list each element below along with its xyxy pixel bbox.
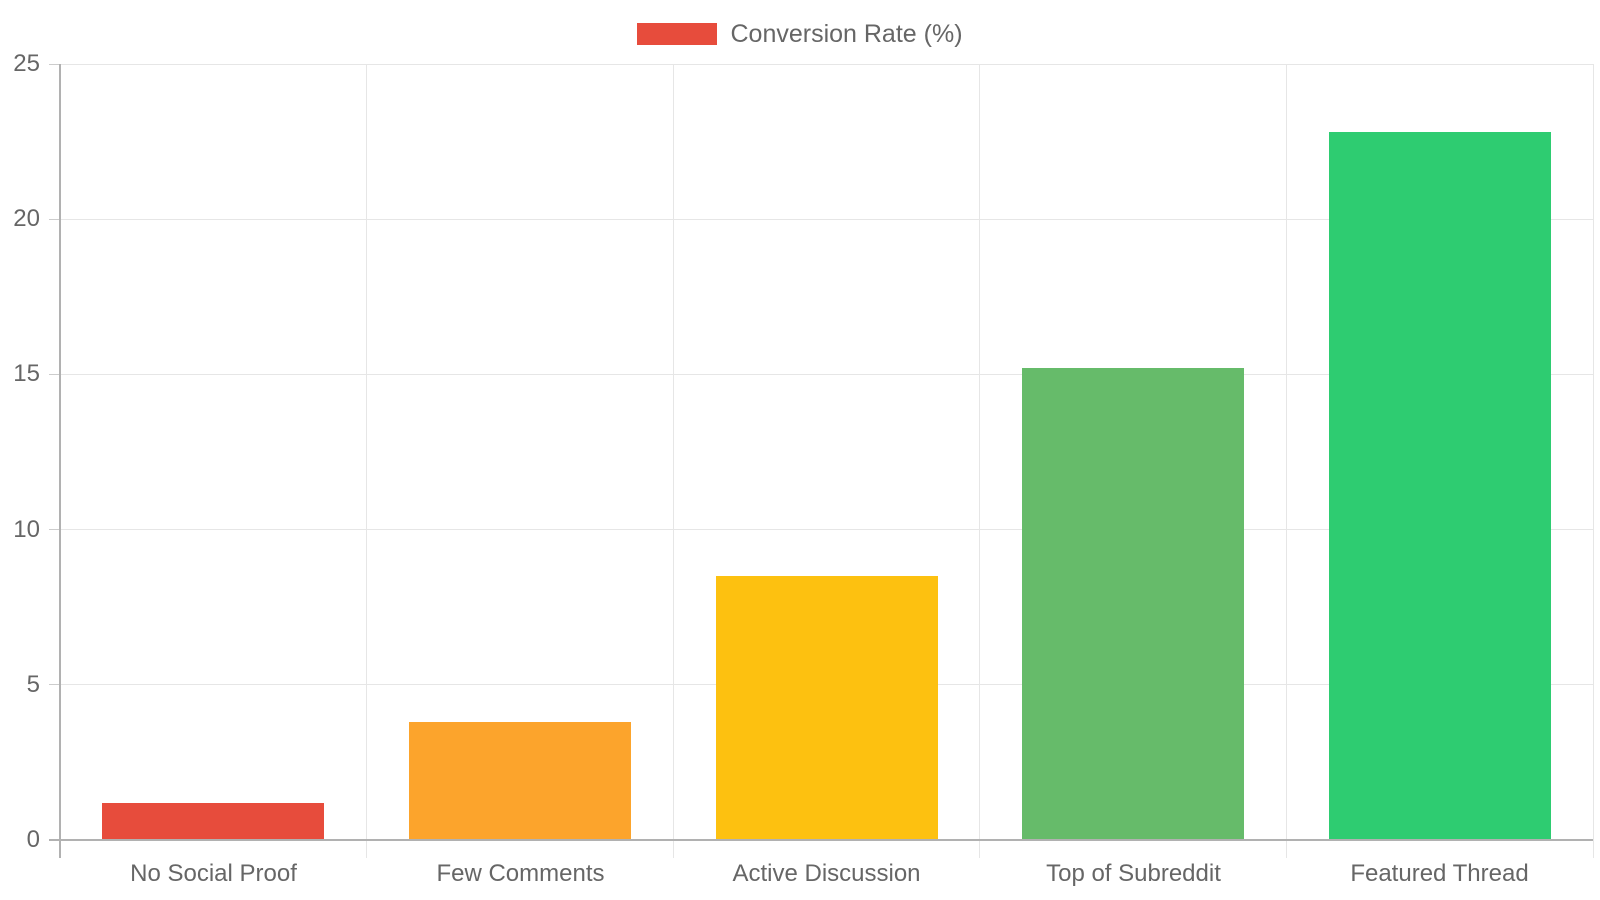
y-axis-tick <box>49 529 60 531</box>
y-axis-tick <box>49 684 60 686</box>
y-axis-tick-label: 25 <box>13 50 40 77</box>
gridline-vertical <box>1592 64 1594 858</box>
x-axis-category-label: Active Discussion <box>732 860 921 887</box>
bar-active-discussion[interactable] <box>716 576 938 840</box>
gridline-horizontal <box>60 529 1593 531</box>
legend-label: Conversion Rate (%) <box>730 19 963 48</box>
y-axis-line <box>59 64 61 858</box>
gridline-vertical <box>366 64 368 858</box>
bar-few-comments[interactable] <box>409 722 631 840</box>
y-axis-tick-label: 0 <box>26 826 40 853</box>
y-axis-tick <box>49 373 60 375</box>
gridline-horizontal <box>60 63 1593 65</box>
gridline-horizontal <box>60 218 1593 220</box>
x-axis-category-label: No Social Proof <box>130 860 297 887</box>
y-axis-tick-label: 10 <box>13 515 40 543</box>
y-axis-tick-label: 5 <box>26 670 40 698</box>
x-axis-category-label: Featured Thread <box>1350 860 1529 887</box>
x-axis-category-label: Few Comments <box>436 860 605 887</box>
x-axis-line <box>49 839 1593 841</box>
y-axis-tick <box>49 63 60 65</box>
y-axis-tick-label: 20 <box>13 205 40 233</box>
gridline-vertical <box>672 64 674 858</box>
gridline-horizontal <box>60 373 1593 375</box>
y-axis-tick <box>49 218 60 220</box>
gridline-vertical <box>979 64 981 858</box>
legend-swatch <box>637 23 718 45</box>
bar-no-social-proof[interactable] <box>102 802 324 840</box>
bar-featured-thread[interactable] <box>1329 132 1551 840</box>
x-axis-category-label: Top of Subreddit <box>1046 860 1221 887</box>
legend[interactable]: Conversion Rate (%) <box>0 14 1600 54</box>
bar-top-of-subreddit[interactable] <box>1022 368 1244 840</box>
y-axis-tick-label: 15 <box>13 360 40 388</box>
gridline-vertical <box>1285 64 1287 858</box>
